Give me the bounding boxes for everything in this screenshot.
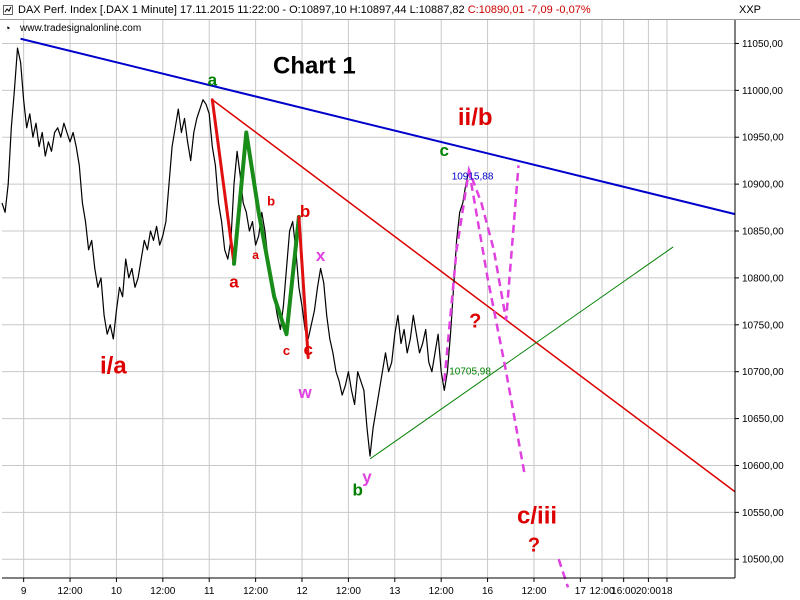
logo-icon: ◔	[4, 23, 11, 35]
wave-label-c-iii: c/iii	[517, 503, 557, 530]
grid	[2, 20, 735, 578]
resistance-value: 10915,88	[452, 171, 494, 182]
symbol-label: XXP	[739, 4, 762, 16]
x-tick-label: 20:00	[636, 586, 661, 597]
watermark: www.tradesignalonline.com	[20, 23, 142, 34]
wave-label-i-a: i/a	[100, 353, 127, 380]
header-ohlc: DAX Perf. Index [.DAX 1 Minute] 17.11.20…	[18, 4, 468, 16]
red-swing-1	[210, 98, 236, 266]
projection-down	[467, 169, 526, 476]
x-tick-label: 12:00	[150, 586, 175, 597]
trendlines	[20, 37, 736, 493]
x-tick-label: 16	[482, 586, 494, 597]
y-tick-label: 10500,00	[742, 555, 784, 566]
blue-resistance	[20, 37, 736, 216]
red-trendline	[211, 99, 736, 493]
wave-label-ii-b: ii/b	[458, 104, 493, 131]
question-mark-2: ?	[528, 535, 540, 557]
chart-header: DAX Perf. Index [.DAX 1 Minute] 17.11.20…	[0, 0, 800, 20]
question-mark-1: ?	[469, 311, 481, 333]
y-tick-label: 10700,00	[742, 367, 784, 378]
x-tick-label: 12:00	[58, 586, 83, 597]
wave-label-w: w	[297, 383, 312, 402]
price-series	[1, 47, 470, 457]
y-tick-label: 10650,00	[742, 414, 784, 425]
x-tick-label: 10	[111, 586, 123, 597]
chart-header-title: DAX Perf. Index [.DAX 1 Minute] 17.11.20…	[18, 4, 591, 16]
y-tick-label: 11050,00	[742, 39, 783, 50]
x-tick-label: 13	[389, 586, 401, 597]
red-swing-2	[297, 215, 310, 360]
y-tick-label: 10950,00	[742, 133, 784, 144]
x-tick-label: 12	[296, 586, 308, 597]
x-tick-label: 16:00	[611, 586, 636, 597]
projections	[443, 165, 570, 588]
projection-tail	[557, 558, 570, 588]
support-value: 10705,98	[449, 366, 491, 377]
price-line	[1, 47, 470, 457]
wave-label-a-small: a	[252, 248, 259, 262]
header-change: C:10890,01 -7,09 -0,07%	[467, 4, 591, 16]
wave-label-c-small: c	[283, 343, 290, 358]
x-tick-label: 12:00	[243, 586, 268, 597]
y-tick-label: 11000,00	[742, 86, 783, 97]
projection-up	[443, 165, 520, 382]
wave-label-b-green: b	[352, 480, 362, 499]
x-tick-label: 12:00	[336, 586, 361, 597]
x-tick-label: 17	[575, 586, 587, 597]
x-tick-label: 12:00	[521, 586, 546, 597]
x-tick-label: 11	[204, 586, 215, 597]
axes: 10500,00 10550,00 10600,00 10650,00 10700,00…	[2, 20, 784, 597]
y-tick-label: 10800,00	[742, 273, 784, 284]
y-tick-label: 10850,00	[742, 227, 784, 238]
x-tick-label: 12:00	[429, 586, 454, 597]
green-trendline	[369, 246, 674, 460]
wave-label-a-green: a	[208, 71, 218, 90]
y-tick-label: 10900,00	[742, 180, 784, 191]
x-tick-label: 18	[661, 586, 673, 597]
wave-label-x: x	[316, 246, 326, 265]
x-tick-label: 9	[21, 586, 27, 597]
y-tick-label: 10750,00	[742, 320, 784, 331]
wave-label-a-red: a	[229, 272, 239, 291]
wave-label-c-red: c	[303, 340, 312, 359]
y-tick-label: 10600,00	[742, 461, 784, 472]
wave-label-b-red: b	[300, 202, 310, 221]
x-tick-label: 12:00	[589, 586, 614, 597]
wave-swings	[210, 98, 310, 360]
y-tick-label: 10550,00	[742, 508, 784, 519]
green-swing-1	[232, 130, 301, 337]
chart-title-label: Chart 1	[273, 52, 356, 79]
wave-label-b-small: b	[267, 194, 275, 209]
wave-label-y: y	[362, 467, 372, 486]
chart-type-icon[interactable]	[3, 5, 13, 15]
wave-label-c-green: c	[440, 141, 449, 160]
